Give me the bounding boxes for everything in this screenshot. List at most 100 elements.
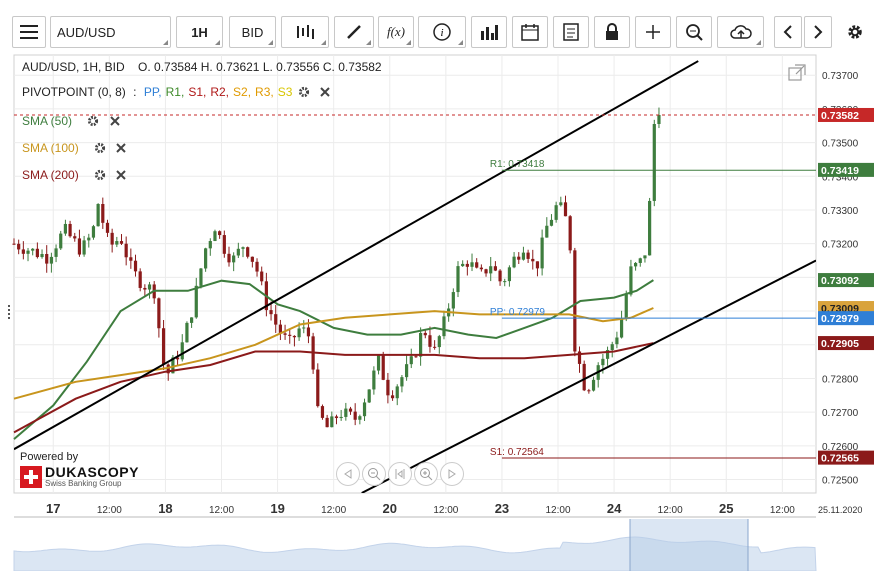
candle-body	[442, 316, 446, 337]
y-tick-label: 0.73400	[822, 172, 859, 183]
y-tick-label: 0.73200	[822, 240, 859, 251]
draw-button[interactable]	[334, 16, 374, 48]
price-tag-1	[818, 162, 874, 177]
cloud-upload-button[interactable]	[717, 16, 764, 48]
candle-body	[255, 261, 259, 272]
nav-zoom-out-button[interactable]	[362, 462, 386, 486]
bar-chart-button[interactable]	[471, 16, 507, 48]
candle-body	[423, 332, 427, 336]
info-button[interactable]: i	[418, 16, 466, 48]
x-tick-label: 25	[719, 501, 733, 516]
candle-body	[143, 287, 147, 290]
candle-body	[433, 346, 437, 348]
ohlc-high: H. 0.73621	[200, 60, 260, 74]
candle-body	[479, 267, 483, 270]
chevron-right-icon	[814, 25, 823, 39]
candle-body	[386, 379, 390, 396]
sma50-settings-icon[interactable]	[87, 115, 99, 127]
scroll-left-button[interactable]	[774, 16, 802, 48]
x-tick-label: 18	[158, 501, 172, 516]
candle-body	[461, 263, 465, 267]
pivot-item-2: S1,	[188, 85, 207, 99]
pivot-settings-icon[interactable]	[298, 86, 310, 98]
candle-body	[35, 248, 39, 258]
y-tick-label: 0.73300	[822, 206, 859, 217]
candle-body	[316, 369, 320, 407]
popout-button[interactable]	[788, 64, 806, 82]
nav-forward-button[interactable]	[440, 462, 464, 486]
calendar-button[interactable]	[512, 16, 548, 48]
candle-body	[624, 294, 628, 319]
sma100-remove-icon[interactable]	[115, 142, 127, 154]
candle-body	[17, 243, 21, 250]
sma200-legend: SMA (200)	[22, 168, 127, 182]
candle-body	[63, 223, 68, 234]
price-type-selector[interactable]: BID	[229, 16, 276, 48]
ohlc-open: O. 0.73584	[138, 60, 198, 74]
candle-body	[629, 266, 633, 295]
candle-body	[652, 124, 656, 201]
candle-body	[540, 237, 544, 269]
candle-body	[615, 337, 619, 345]
sma100-legend: SMA (100)	[22, 141, 127, 155]
symbol-selector[interactable]: AUD/USD	[50, 16, 171, 48]
candle-body	[68, 223, 72, 237]
candle-body	[241, 247, 245, 249]
bar-type-button[interactable]	[281, 16, 329, 48]
sma200-settings-icon[interactable]	[94, 169, 106, 181]
timeframe-selector[interactable]: 1H	[176, 16, 223, 48]
menu-button[interactable]	[12, 16, 46, 48]
plot-area	[13, 54, 817, 494]
candle-body	[419, 332, 423, 357]
report-icon	[563, 23, 579, 41]
candle-body	[236, 248, 240, 256]
price-tag-5	[818, 336, 874, 351]
bar-chart-icon	[481, 25, 498, 40]
candle-body	[517, 256, 521, 260]
ohlc-low: L. 0.73556	[262, 60, 320, 74]
candle-body	[40, 253, 44, 258]
candle-body	[320, 406, 325, 418]
x-tick-label: 23	[495, 501, 509, 516]
pivot-items: PP, R1, S1, R2, S2, R3, S3	[140, 85, 293, 99]
report-button[interactable]	[553, 16, 589, 48]
candle-body	[568, 216, 572, 251]
zoom-in-icon	[420, 468, 433, 481]
sma50-remove-icon[interactable]	[109, 115, 121, 127]
zoom-button[interactable]	[676, 16, 712, 48]
scroll-right-button[interactable]	[804, 16, 832, 48]
nav-reset-button[interactable]	[388, 462, 412, 486]
pivot-line-label-0: R1: 0.73418	[490, 159, 545, 170]
price-chart[interactable]: 0.737000.736000.735000.734000.733000.732…	[0, 50, 884, 571]
candle-body	[26, 250, 30, 254]
price-tag-4	[818, 311, 874, 326]
pivot-item-3: R2,	[210, 85, 230, 99]
function-button[interactable]: f(x)	[378, 16, 414, 48]
reset-icon	[395, 469, 405, 479]
candle-body	[283, 333, 287, 335]
cloud-upload-icon	[729, 25, 752, 39]
channel-line-0	[14, 60, 699, 451]
candle-body	[531, 258, 535, 262]
candle-body	[638, 258, 642, 263]
sma-line-0	[13, 279, 654, 440]
pivot-remove-icon[interactable]	[319, 86, 331, 98]
sma100-settings-icon[interactable]	[94, 142, 106, 154]
sma-line-2	[13, 342, 654, 434]
settings-button[interactable]	[838, 16, 872, 48]
nav-back-button[interactable]	[336, 462, 360, 486]
candle-body	[563, 202, 568, 217]
pivot-line-label-2: S1: 0.72564	[490, 447, 544, 458]
x-tick-label: 20	[383, 501, 397, 516]
zoom-icon	[686, 24, 703, 41]
price-tag-label-0: 0.73582	[821, 110, 859, 122]
sma200-remove-icon[interactable]	[115, 169, 127, 181]
svg-text:i: i	[440, 27, 443, 39]
candle-body	[643, 255, 647, 259]
crosshair-button[interactable]	[635, 16, 671, 48]
candle-body	[133, 260, 138, 272]
lock-button[interactable]	[594, 16, 630, 48]
candle-body	[45, 253, 49, 264]
nav-zoom-in-button[interactable]	[414, 462, 438, 486]
candle-body	[582, 363, 586, 391]
